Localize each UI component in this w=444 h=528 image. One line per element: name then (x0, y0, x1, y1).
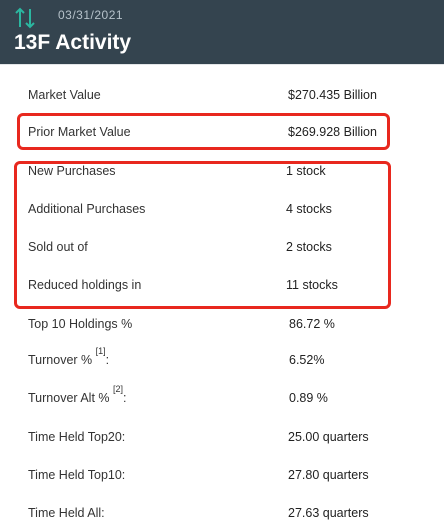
row-value: $270.435 Billion (288, 88, 377, 102)
row-label: Additional Purchases (28, 202, 146, 216)
row-value: 1 stock (286, 164, 326, 178)
footnote-ref[interactable]: [2] (113, 384, 124, 394)
row-value: 86.72 % (289, 317, 335, 331)
row-label: Market Value (28, 88, 101, 102)
row-value: 2 stocks (286, 240, 332, 254)
row-label: Time Held Top10: (28, 468, 126, 482)
row-turnover-alt: Turnover Alt % [2]: 0.89 % (0, 384, 444, 410)
app-header: 03/31/2021 13F Activity (0, 0, 444, 64)
row-market-value: Market Value $270.435 Billion (0, 83, 444, 107)
row-new-purchases: New Purchases 1 stock (0, 159, 444, 183)
row-value: 4 stocks (286, 202, 332, 216)
highlight-box-activity (14, 161, 391, 309)
activity-card: Market Value $270.435 Billion Prior Mark… (0, 64, 444, 528)
up-down-arrows-icon[interactable] (14, 6, 36, 30)
row-label: Turnover Alt % [2]: (28, 384, 127, 405)
row-value: 11 stocks (286, 278, 338, 292)
highlight-box-prior-value (17, 113, 390, 150)
row-sold-out: Sold out of 2 stocks (0, 235, 444, 259)
row-time-held-all: Time Held All: 27.63 quarters (0, 501, 444, 525)
row-value: 6.52% (289, 353, 325, 367)
row-label: Sold out of (28, 240, 88, 254)
row-top10-holdings: Top 10 Holdings % 86.72 % (0, 312, 444, 336)
row-value: 25.00 quarters (288, 430, 369, 444)
row-label: Prior Market Value (28, 125, 131, 139)
row-label: Turnover % [1]: (28, 346, 110, 367)
row-label: Time Held Top20: (28, 430, 126, 444)
row-value: $269.928 Billion (288, 125, 377, 139)
row-value: 27.80 quarters (288, 468, 369, 482)
row-additional-purchases: Additional Purchases 4 stocks (0, 197, 444, 221)
footnote-ref[interactable]: [1] (95, 346, 106, 356)
row-reduced-holdings: Reduced holdings in 11 stocks (0, 273, 444, 297)
row-value: 0.89 % (289, 391, 328, 405)
row-value: 27.63 quarters (288, 506, 369, 520)
report-date: 03/31/2021 (58, 8, 124, 22)
row-label: Reduced holdings in (28, 278, 142, 292)
row-time-held-top20: Time Held Top20: 25.00 quarters (0, 425, 444, 449)
row-label: New Purchases (28, 164, 116, 178)
row-time-held-top10: Time Held Top10: 27.80 quarters (0, 463, 444, 487)
page-title: 13F Activity (14, 31, 132, 54)
row-label: Time Held All: (28, 506, 105, 520)
row-label: Top 10 Holdings % (28, 317, 133, 331)
row-turnover: Turnover % [1]: 6.52% (0, 346, 444, 372)
row-prior-market-value: Prior Market Value $269.928 Billion (0, 120, 444, 144)
